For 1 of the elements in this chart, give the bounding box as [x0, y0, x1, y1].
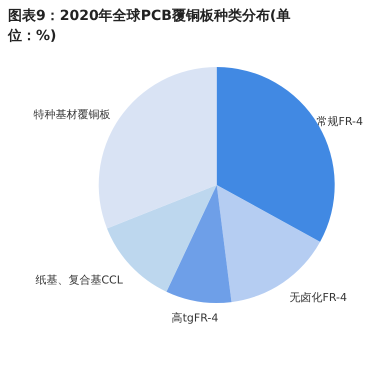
title: 图表9：2020年全球PCB覆铜板种类分布(单位：%) [8, 7, 292, 46]
